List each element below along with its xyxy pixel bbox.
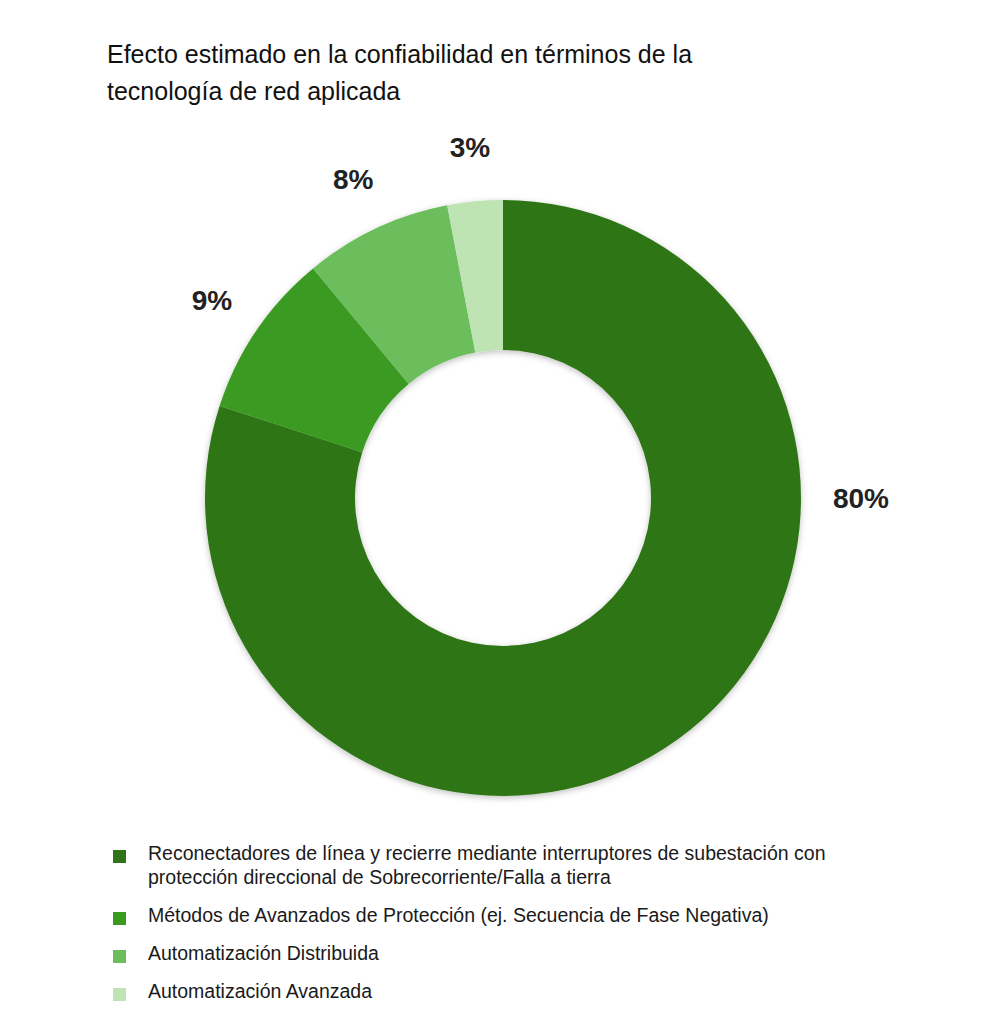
- legend-label: Automatización Avanzada: [148, 979, 888, 1003]
- legend-entry: Automatización Avanzada: [113, 979, 893, 1003]
- data-label: 3%: [450, 132, 491, 163]
- legend-label: Métodos de Avanzados de Protección (ej. …: [148, 903, 888, 927]
- legend-label: Automatización Distribuida: [148, 941, 888, 965]
- slice: [313, 205, 475, 384]
- legend: Reconectadores de línea y recierre media…: [113, 841, 893, 1017]
- legend-swatch: [113, 988, 126, 1001]
- data-label: 80%: [833, 483, 889, 514]
- slices: [205, 200, 801, 796]
- legend-label: Reconectadores de línea y recierre media…: [148, 841, 888, 889]
- legend-entry: Métodos de Avanzados de Protección (ej. …: [113, 903, 893, 927]
- legend-entry: Automatización Distribuida: [113, 941, 893, 965]
- legend-swatch: [113, 950, 126, 963]
- slice: [205, 200, 801, 796]
- data-label: 8%: [333, 164, 374, 195]
- legend-entry: Reconectadores de línea y recierre media…: [113, 841, 893, 889]
- legend-swatch: [113, 912, 126, 925]
- slice: [447, 200, 503, 353]
- legend-swatch: [113, 850, 126, 863]
- title: Efecto estimado en la confiabilidad en t…: [107, 36, 707, 110]
- data-label: 9%: [192, 285, 233, 316]
